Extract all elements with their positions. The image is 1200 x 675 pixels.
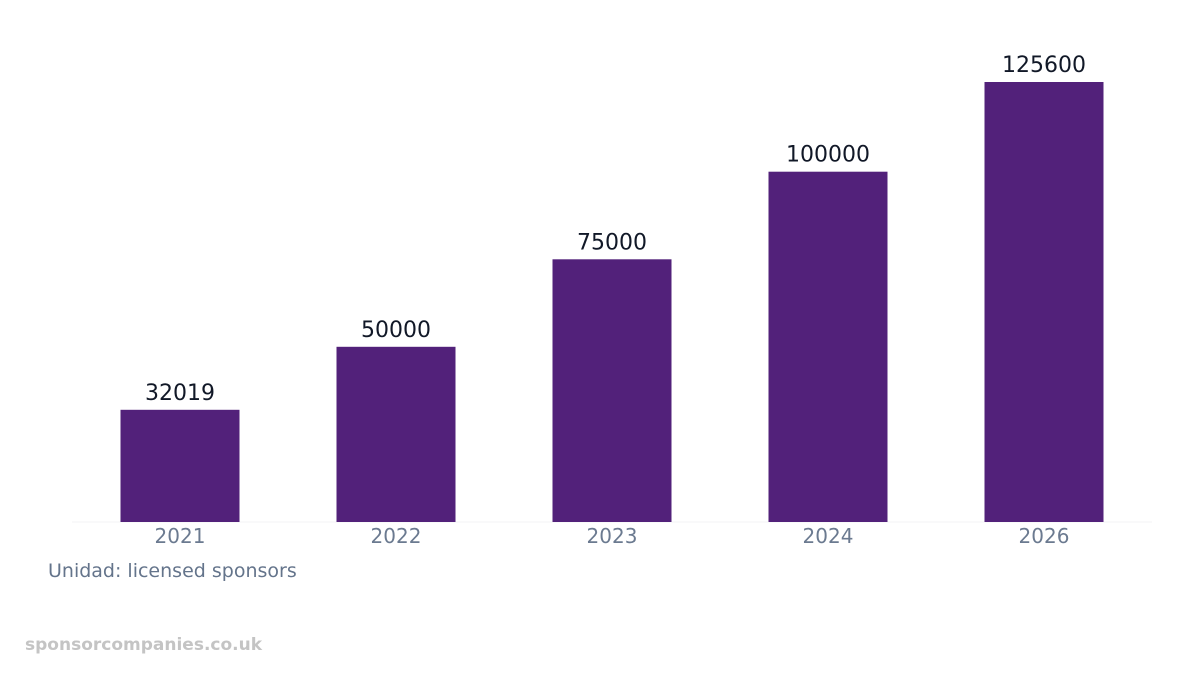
value-label-2023: 75000 <box>577 230 647 255</box>
value-label-2024: 100000 <box>786 143 870 168</box>
unit-note: Unidad: licensed sponsors <box>48 560 297 582</box>
x-tick-label-2022: 2022 <box>371 524 422 548</box>
bar-2026 <box>985 82 1104 522</box>
x-tick-label-2023: 2023 <box>587 524 638 548</box>
x-tick-labels-group: 2021 2022 2023 2024 2026 <box>155 524 1070 548</box>
bar-2021 <box>121 410 240 522</box>
bar-2022 <box>337 347 456 522</box>
value-label-2026: 125600 <box>1002 53 1086 78</box>
bar-2024 <box>769 172 888 522</box>
value-label-2021: 32019 <box>145 381 215 406</box>
x-tick-label-2026: 2026 <box>1019 524 1070 548</box>
value-label-2022: 50000 <box>361 318 431 343</box>
bar-2023 <box>553 259 672 522</box>
bars-group <box>121 82 1104 522</box>
x-tick-label-2024: 2024 <box>803 524 854 548</box>
watermark: sponsorcompanies.co.uk <box>25 635 262 655</box>
x-tick-label-2021: 2021 <box>155 524 206 548</box>
